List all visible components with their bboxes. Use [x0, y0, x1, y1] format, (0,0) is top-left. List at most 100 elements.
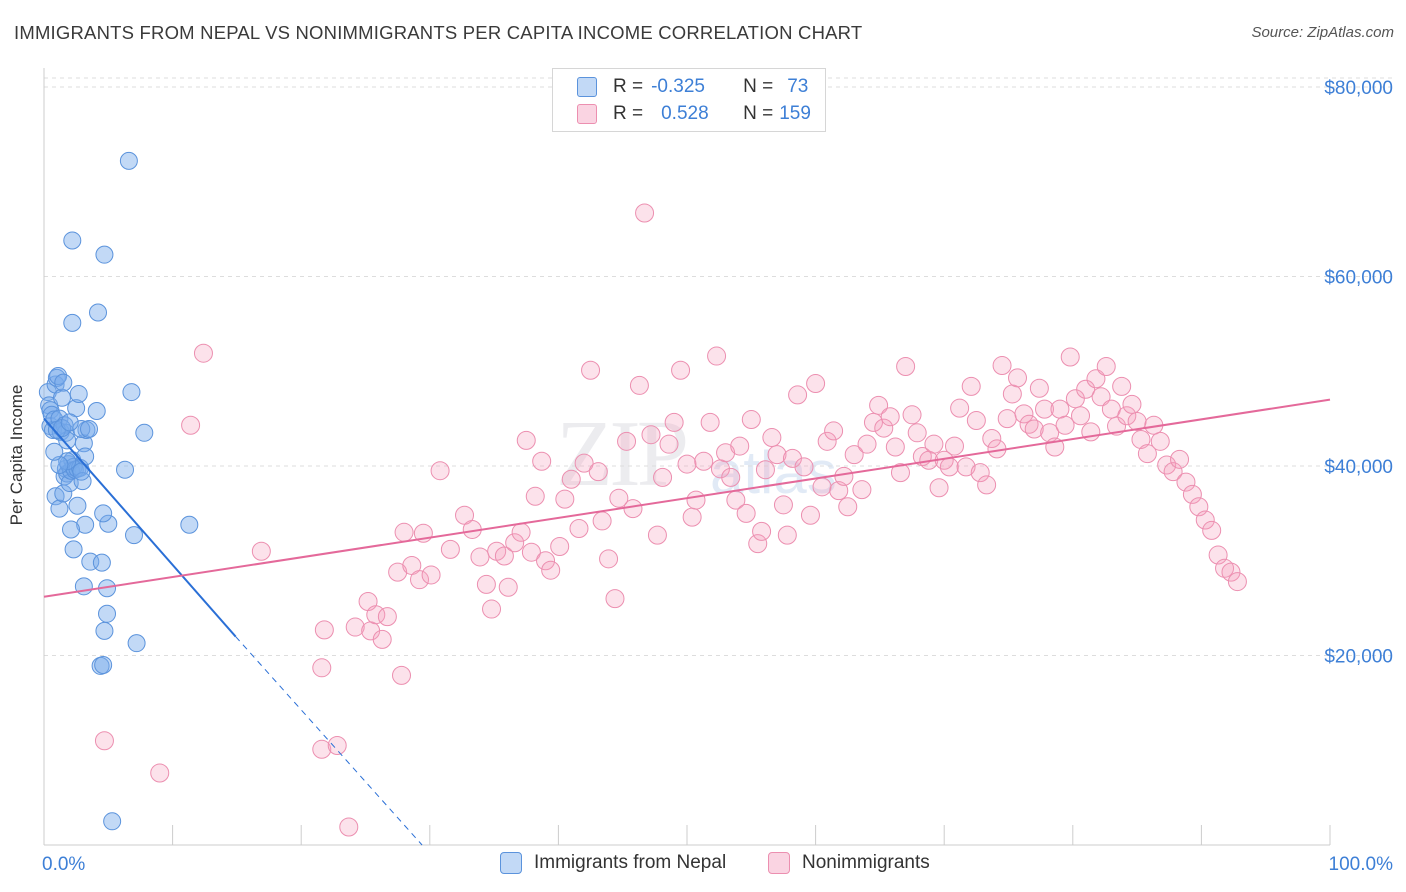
nonimmigrant-point [574, 453, 594, 473]
nonimmigrant-point [1170, 449, 1190, 469]
nonimmigrant-point [880, 407, 900, 427]
nonimmigrant-point [788, 385, 808, 405]
nonimmigrant-point [929, 478, 949, 498]
legend-n-value: 73 [787, 76, 809, 97]
nepal-point [94, 504, 113, 523]
chart-title: IMMIGRANTS FROM NEPAL VS NONIMMIGRANTS P… [14, 22, 863, 43]
nonimmigrant-point [939, 457, 959, 477]
nepal-point [62, 520, 81, 539]
nepal-point [125, 526, 144, 545]
nonimmigrant-point [682, 507, 702, 527]
nepal-point [95, 621, 114, 640]
nepal-point [127, 634, 146, 653]
nonimmigrant-point [592, 511, 612, 531]
y-tick-label: $80,000 [1324, 78, 1393, 99]
nepal-point [92, 553, 111, 572]
nonimmigrant-point [312, 739, 332, 759]
y-tick-label: $60,000 [1324, 267, 1393, 288]
nonimmigrant-point [1150, 431, 1170, 451]
legend-swatch-nonimmigrants [577, 104, 597, 124]
nonimmigrant-point [716, 443, 736, 463]
nonimmigrant-point [599, 549, 619, 569]
legend-n-label: N = [743, 103, 774, 124]
source-label: Source: ZipAtlas.com [1251, 24, 1394, 41]
nonimmigrant-point [777, 525, 797, 545]
legend-row-nonimmigrants: R = 0.528 N = 159 [577, 102, 811, 126]
nonimmigrant-point [806, 374, 826, 394]
legend-r-value: -0.325 [651, 76, 705, 97]
nonimmigrant-point [588, 462, 608, 482]
nonimmigrant-point [664, 412, 684, 432]
nonimmigrant-point [536, 551, 556, 571]
nonimmigrant-point [1182, 484, 1202, 504]
nonimmigrant-point [956, 457, 976, 477]
nonimmigrant-point [498, 577, 518, 597]
legend-row-nepal: R = -0.325 N = 73 [577, 75, 808, 99]
nepal-point [122, 383, 141, 402]
nonimmigrant-point [748, 534, 768, 554]
bottom-legend-nonimmigrants: Nonimmigrants [768, 852, 930, 874]
nonimmigrant-point [992, 356, 1012, 376]
nonimmigrant-point [647, 525, 667, 545]
nepal-point [180, 515, 199, 534]
nonimmigrant-point [150, 763, 170, 783]
nonimmigrant-point [997, 409, 1017, 429]
nonimmigrant-point [440, 539, 460, 559]
nonimmigrant-point [1131, 429, 1151, 449]
bottom-legend-label-nonimmigrants: Nonimmigrants [802, 852, 930, 873]
nonimmigrant-point [314, 620, 334, 640]
nonimmigrant-point [794, 457, 814, 477]
nonimmigrant-point [1091, 387, 1111, 407]
nepal-point [68, 496, 87, 515]
nonimmigrant-point [345, 617, 365, 637]
legend-r-label: R = [613, 103, 644, 124]
nonimmigrant-point [1055, 415, 1075, 435]
nepal-trend-line [43, 417, 237, 638]
nepal-point [50, 499, 69, 518]
nepal-point [80, 420, 99, 439]
nonimmigrant-point [1227, 572, 1247, 592]
bottom-legend-swatch-nonimmigrants [768, 852, 790, 874]
nepal-point [50, 456, 69, 475]
nonimmigrant-point [752, 521, 772, 541]
nonimmigrant-point [694, 451, 714, 471]
nonimmigrant-point [312, 658, 332, 678]
nonimmigrant-point [532, 451, 552, 471]
nonimmigrant-point [516, 430, 536, 450]
nonimmigrant-point [569, 519, 589, 539]
nonimmigrant-point [541, 560, 561, 580]
nonimmigrant-point [736, 503, 756, 523]
nepal-point [69, 384, 88, 403]
nonimmigrant-point [629, 375, 649, 395]
nonimmigrant-point [181, 415, 201, 435]
nepal-point [76, 447, 95, 466]
nonimmigrant-point [1122, 394, 1142, 414]
nonimmigrant-point [817, 431, 837, 451]
legend-swatch-nepal [577, 77, 597, 97]
nonimmigrant-point [372, 629, 392, 649]
nepal-point [99, 514, 118, 533]
nepal-trend-extension [235, 636, 423, 846]
nonimmigrant-point [885, 437, 905, 457]
x-tick-label-min: 0.0% [42, 854, 85, 875]
nonimmigrant-point [561, 469, 581, 489]
nonimmigrant-point [924, 434, 944, 454]
x-tick-label-max: 100.0% [1329, 854, 1394, 875]
nonimmigrant-point [970, 463, 990, 483]
nonimmigrant-point [1202, 520, 1222, 540]
nonimmigrant-point [251, 541, 271, 561]
nepal-point [103, 812, 122, 831]
correlation-legend: R = -0.325 N = 73 R = 0.528 N = 159 [552, 68, 826, 132]
nonimmigrant-point [1117, 406, 1137, 426]
nepal-point [87, 402, 106, 421]
nonimmigrant-point [505, 533, 525, 553]
nonimmigrant-point [686, 490, 706, 510]
nonimmigrant-point [366, 605, 386, 625]
nonimmigrant-point [193, 343, 213, 363]
y-tick-label: $20,000 [1324, 646, 1393, 667]
nonimmigrant-point [874, 418, 894, 438]
nonimmigrant-point [555, 489, 575, 509]
legend-n-value: 159 [779, 103, 811, 124]
nonimmigrant-point [977, 475, 997, 495]
